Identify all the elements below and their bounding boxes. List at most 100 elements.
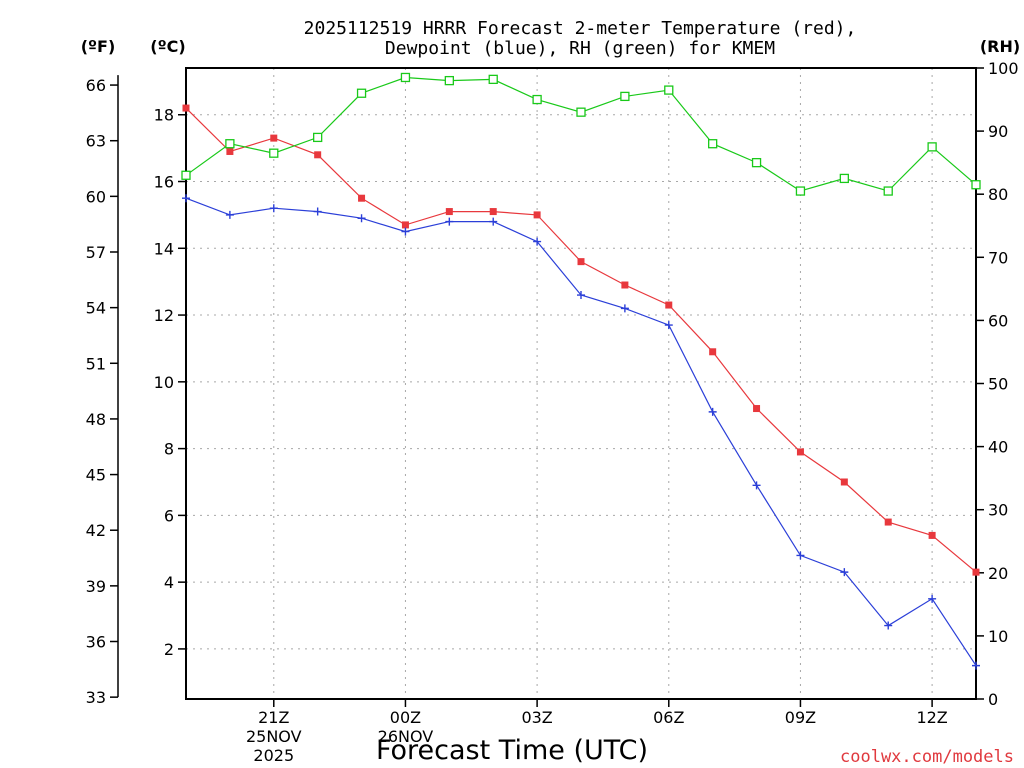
temperature-point bbox=[226, 147, 234, 155]
rh-point bbox=[225, 139, 235, 149]
temperature-point bbox=[709, 348, 717, 356]
celsius-tick-label: 12 bbox=[154, 306, 174, 325]
temperature-point bbox=[840, 478, 848, 486]
rh-point bbox=[181, 170, 191, 180]
fahrenheit-tick-label: 42 bbox=[86, 521, 106, 540]
rh-point bbox=[532, 94, 542, 105]
temperature-point bbox=[489, 208, 497, 216]
rh-point bbox=[664, 85, 674, 95]
temperature-point bbox=[533, 211, 541, 219]
temperature-point bbox=[182, 104, 190, 112]
celsius-tick-label: 6 bbox=[164, 506, 174, 525]
rh-point bbox=[269, 148, 279, 158]
rh-tick-label: 20 bbox=[988, 564, 1008, 583]
temperature-point bbox=[665, 301, 673, 309]
rh-tick-label: 40 bbox=[988, 438, 1008, 457]
x-tick-label: 00Z bbox=[390, 708, 421, 727]
rh-point bbox=[356, 88, 367, 98]
temperature-point bbox=[753, 405, 761, 413]
series-layer bbox=[181, 72, 981, 670]
fahrenheit-tick-label: 36 bbox=[86, 633, 106, 652]
fahrenheit-tick-label: 39 bbox=[86, 577, 106, 596]
dewpoint-point bbox=[796, 551, 805, 560]
chart-title: 2025112519 HRRR Forecast 2-meter Tempera… bbox=[304, 18, 857, 59]
temperature-point bbox=[445, 208, 453, 216]
rh-point bbox=[795, 186, 806, 196]
rh-tick-label: 50 bbox=[988, 375, 1008, 394]
dewpoint-line bbox=[185, 197, 977, 666]
temperature-point bbox=[796, 448, 804, 456]
rh-point bbox=[883, 186, 893, 196]
temperature-point bbox=[314, 151, 322, 159]
temperature-point bbox=[358, 194, 366, 202]
rh-point bbox=[620, 91, 630, 102]
x-tick-label: 12Z bbox=[916, 708, 947, 727]
temperature-point bbox=[270, 134, 278, 142]
temperature-point bbox=[577, 258, 585, 266]
dewpoint-point bbox=[928, 594, 937, 603]
series-dewpoint bbox=[182, 194, 980, 670]
rh-line bbox=[185, 76, 977, 192]
x-tick-label: 21Z bbox=[258, 708, 289, 727]
rh-point bbox=[971, 180, 981, 190]
dewpoint-point bbox=[401, 227, 410, 236]
dewpoint-point bbox=[269, 204, 278, 213]
rh-tick-label: 30 bbox=[988, 501, 1008, 520]
dewpoint-point bbox=[313, 207, 322, 216]
dewpoint-point bbox=[664, 321, 673, 330]
rh-point bbox=[751, 157, 762, 168]
rh-tick-label: 60 bbox=[988, 311, 1008, 330]
celsius-tick-label: 10 bbox=[154, 373, 174, 392]
rh-tick-label: 90 bbox=[988, 122, 1008, 141]
x-tick-label: 25NOV bbox=[246, 727, 302, 746]
celsius-tick-label: 2 bbox=[164, 640, 174, 659]
rh-unit-label: (RH) bbox=[980, 37, 1020, 56]
dewpoint-point bbox=[533, 237, 542, 246]
rh-tick-label: 80 bbox=[988, 185, 1008, 204]
fahrenheit-tick-label: 33 bbox=[86, 688, 106, 707]
source-credit: coolwx.com/models bbox=[840, 747, 1014, 767]
fahrenheit-tick-label: 63 bbox=[86, 132, 106, 151]
rh-tick-label: 100 bbox=[988, 59, 1019, 78]
dewpoint-point bbox=[182, 194, 190, 203]
rh-point bbox=[444, 75, 454, 86]
series-rh bbox=[181, 72, 981, 196]
title-line-2: Dewpoint (blue), RH (green) for KMEM bbox=[385, 38, 775, 59]
x-tick-label: 26NOV bbox=[378, 727, 434, 746]
fahrenheit-tick-label: 51 bbox=[86, 354, 106, 373]
rh-tick-label: 70 bbox=[988, 248, 1008, 267]
temperature-point bbox=[401, 221, 409, 229]
x-axis-title: Forecast Time (UTC) bbox=[376, 735, 648, 766]
fahrenheit-tick-label: 54 bbox=[86, 299, 106, 318]
temperature-point bbox=[928, 531, 936, 539]
rh-point bbox=[400, 72, 411, 83]
rh-point bbox=[927, 142, 937, 152]
temperature-line bbox=[185, 107, 977, 573]
dewpoint-point bbox=[752, 481, 761, 490]
dewpoint-point bbox=[972, 661, 980, 670]
dewpoint-point bbox=[489, 217, 498, 226]
fahrenheit-tick-label: 48 bbox=[86, 410, 106, 429]
dewpoint-point bbox=[225, 210, 234, 219]
temperature-point bbox=[972, 568, 980, 576]
fahrenheit-unit-label: (ºF) bbox=[81, 37, 116, 56]
rh-tick-label: 10 bbox=[988, 627, 1008, 646]
celsius-tick-label: 18 bbox=[154, 106, 174, 125]
plot-frame bbox=[185, 67, 977, 700]
dewpoint-point bbox=[620, 304, 629, 313]
axes: 2 4 6 8 10 12 14 16 18 33 36 39 42 45 48 51 54 57 60 63 66 0 1… bbox=[86, 59, 1019, 765]
fahrenheit-tick-label: 45 bbox=[86, 466, 106, 485]
rh-point bbox=[576, 107, 586, 117]
dewpoint-point bbox=[445, 217, 454, 226]
x-tick-label: 06Z bbox=[653, 708, 684, 727]
temperature-point bbox=[621, 281, 629, 289]
celsius-tick-label: 16 bbox=[154, 173, 174, 192]
fahrenheit-tick-label: 60 bbox=[86, 187, 106, 206]
title-line-1: 2025112519 HRRR Forecast 2-meter Tempera… bbox=[304, 18, 857, 39]
dewpoint-point bbox=[884, 621, 893, 630]
celsius-tick-label: 8 bbox=[164, 440, 174, 459]
rh-point bbox=[488, 74, 498, 85]
rh-point bbox=[839, 173, 849, 184]
rh-point bbox=[708, 139, 718, 149]
x-tick-label: 09Z bbox=[785, 708, 816, 727]
